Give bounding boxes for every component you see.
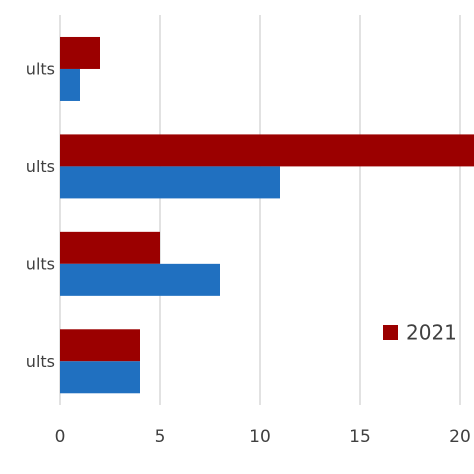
bar bbox=[60, 263, 220, 296]
bar bbox=[60, 329, 140, 362]
x-tick-label: 20 bbox=[449, 427, 471, 447]
y-tick-label: ults bbox=[26, 254, 55, 273]
bar bbox=[60, 68, 80, 101]
x-tick-label: 15 bbox=[349, 427, 371, 447]
bar bbox=[60, 361, 140, 394]
legend-swatch bbox=[383, 325, 398, 340]
bar bbox=[60, 134, 474, 167]
bar bbox=[60, 36, 100, 69]
y-tick-label: ults bbox=[26, 157, 55, 176]
bar bbox=[60, 231, 160, 264]
legend-label: 2021 bbox=[406, 321, 457, 345]
x-tick-label: 0 bbox=[55, 427, 66, 447]
y-tick-label: ults bbox=[26, 352, 55, 371]
x-tick-label: 5 bbox=[155, 427, 166, 447]
x-tick-label: 10 bbox=[249, 427, 271, 447]
y-tick-label: ults bbox=[26, 59, 55, 78]
bar bbox=[60, 166, 280, 199]
